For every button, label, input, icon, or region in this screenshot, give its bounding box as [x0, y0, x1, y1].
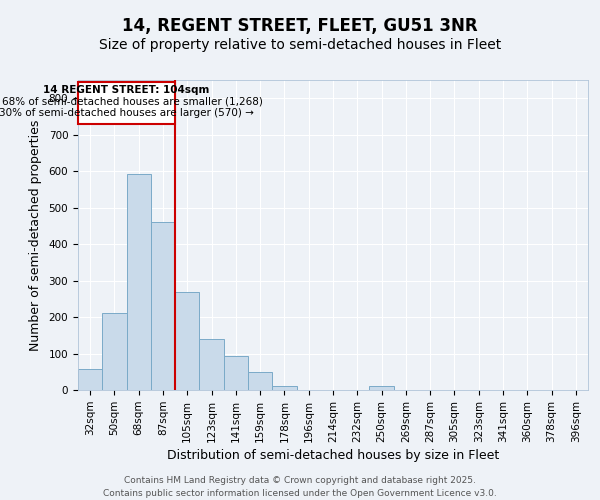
Bar: [370, 386, 394, 390]
Bar: [272, 386, 296, 390]
Text: Contains HM Land Registry data © Crown copyright and database right 2025.
Contai: Contains HM Land Registry data © Crown c…: [103, 476, 497, 498]
Text: 30% of semi-detached houses are larger (570) →: 30% of semi-detached houses are larger (…: [0, 108, 254, 118]
Bar: [248, 372, 272, 390]
Y-axis label: Number of semi-detached properties: Number of semi-detached properties: [29, 120, 42, 350]
Bar: [175, 292, 199, 390]
Text: 14 REGENT STREET: 104sqm: 14 REGENT STREET: 104sqm: [43, 85, 210, 95]
Bar: [102, 314, 127, 390]
Bar: [151, 222, 175, 390]
Text: 14, REGENT STREET, FLEET, GU51 3NR: 14, REGENT STREET, FLEET, GU51 3NR: [122, 18, 478, 36]
Bar: [78, 369, 102, 390]
Bar: [78, 82, 175, 124]
Text: Size of property relative to semi-detached houses in Fleet: Size of property relative to semi-detach…: [99, 38, 501, 52]
Bar: [224, 356, 248, 390]
Text: ← 68% of semi-detached houses are smaller (1,268): ← 68% of semi-detached houses are smalle…: [0, 97, 263, 107]
Bar: [199, 339, 224, 390]
X-axis label: Distribution of semi-detached houses by size in Fleet: Distribution of semi-detached houses by …: [167, 449, 499, 462]
Bar: [127, 174, 151, 390]
